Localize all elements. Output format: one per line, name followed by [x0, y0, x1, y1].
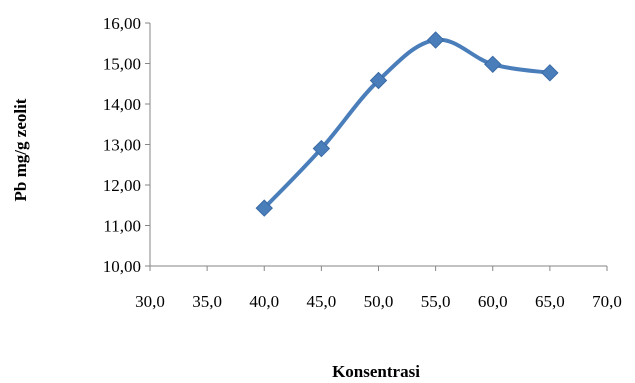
data-point-diamond — [541, 64, 559, 82]
data-point-diamond — [484, 55, 502, 74]
y-tick-label: 10,00 — [103, 257, 141, 276]
x-tick-label: 35,0 — [192, 292, 222, 311]
y-tick-label: 14,00 — [103, 95, 141, 114]
y-tick-label: 16,00 — [103, 14, 141, 33]
x-tick-label: 30,0 — [135, 292, 165, 311]
x-tick-label: 45,0 — [307, 292, 337, 311]
axes — [149, 23, 607, 267]
series-layer — [255, 31, 559, 217]
y-tick-label: 12,00 — [103, 176, 141, 195]
series-line — [262, 37, 552, 211]
data-point-diamond — [369, 71, 388, 90]
y-tick-label: 13,00 — [103, 136, 141, 155]
x-tick-label: 60,0 — [478, 292, 508, 311]
y-tick-label: 15,00 — [103, 55, 141, 74]
x-tick-label: 55,0 — [421, 292, 451, 311]
x-tick-label: 65,0 — [535, 292, 565, 311]
x-tick-label: 50,0 — [364, 292, 394, 311]
y-tick-group: 10,00 11,00 12,00 13,00 14,00 15,00 16,00 — [103, 14, 150, 276]
data-point-diamond — [312, 139, 331, 158]
x-tick-group: 30,0 35,0 40,0 45,0 50,0 55,0 60,0 65,0 70,0 — [135, 266, 622, 311]
x-tick-label: 40,0 — [249, 292, 279, 311]
data-point-diamond — [426, 31, 445, 49]
x-axis-title: Konsentrasi — [332, 362, 420, 381]
x-tick-label: 70,0 — [592, 292, 622, 311]
data-point-diamond — [255, 199, 273, 217]
y-axis-title: Pb mg/g zeolit — [11, 98, 30, 201]
y-tick-label: 11,00 — [103, 217, 141, 236]
